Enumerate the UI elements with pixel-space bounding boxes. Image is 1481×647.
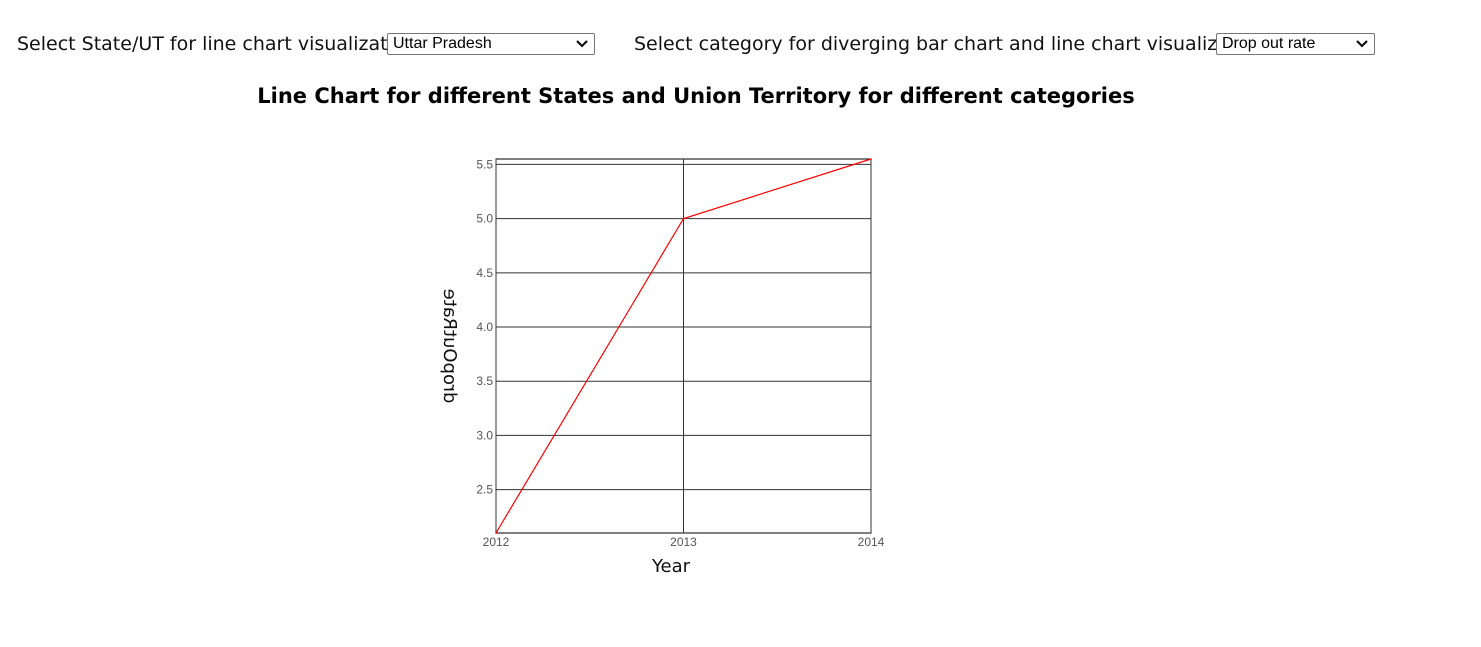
- data-point: [870, 158, 872, 160]
- x-tick-label: 2013: [670, 535, 697, 549]
- y-tick-label: 2.5: [476, 483, 493, 497]
- chevron-down-icon: [576, 40, 588, 48]
- x-tick-label: 2012: [483, 535, 510, 549]
- x-axis-title: Year: [651, 556, 691, 577]
- y-tick-label: 5.5: [476, 157, 493, 171]
- chevron-down-icon: [1356, 40, 1368, 48]
- data-point: [682, 217, 685, 220]
- y-tick-label: 5.0: [476, 212, 493, 226]
- state-select-value: Uttar Pradesh: [393, 35, 492, 52]
- y-tick-label: 4.5: [476, 266, 493, 280]
- y-tick-label: 3.0: [476, 428, 493, 442]
- y-tick-label: 3.5: [476, 374, 493, 388]
- chart-title: Line Chart for different States and Unio…: [257, 84, 1135, 108]
- state-select-label: Select State/UT for line chart visualiza…: [17, 33, 417, 55]
- data-point: [495, 532, 497, 534]
- x-tick-label: 2014: [858, 535, 885, 549]
- state-select[interactable]: Uttar Pradesh: [387, 33, 595, 55]
- y-axis-title: dropOutRate: [439, 289, 460, 404]
- category-select-label: Select category for diverging bar chart …: [634, 33, 1266, 55]
- y-tick-label: 4.0: [476, 320, 493, 334]
- category-select-value: Drop out rate: [1222, 35, 1316, 52]
- category-select[interactable]: Drop out rate: [1216, 33, 1375, 55]
